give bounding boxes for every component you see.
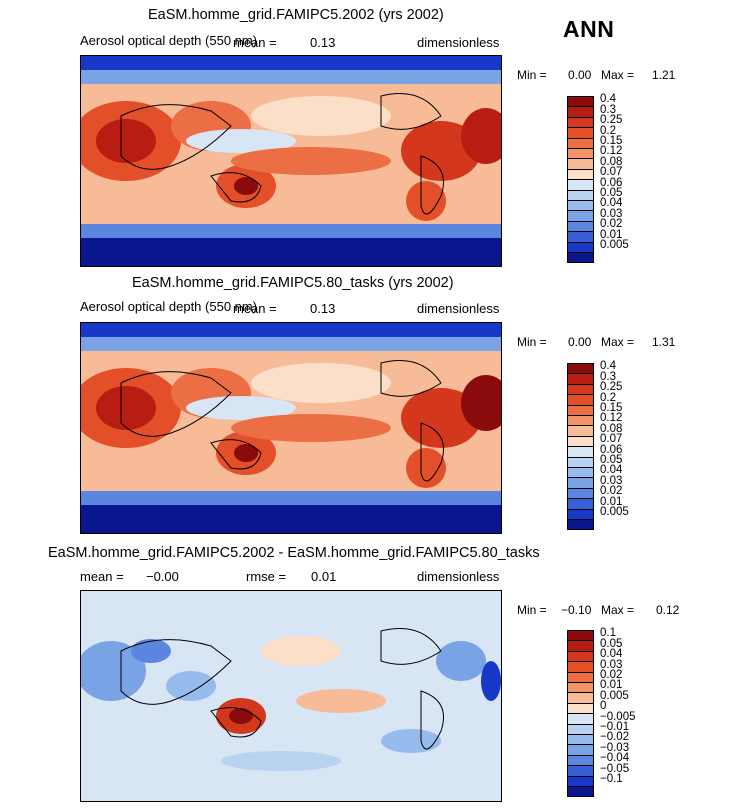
colorbar-level-label: 0.06 [600, 176, 623, 189]
panel-3-title: EaSM.homme_grid.FAMIPC5.2002 - EaSM.homm… [48, 545, 540, 561]
panel-1-units: dimensionless [417, 35, 500, 50]
colorbar-level-label: 0.02 [600, 218, 623, 231]
panel-1-mean-label: mean = [233, 35, 277, 50]
panel-2-max-value: 1.31 [652, 335, 676, 349]
panel-1-min-label: Min = [517, 68, 547, 82]
colorbar-level-label: 0.4 [600, 360, 616, 373]
colorbar-level-label: 0.07 [600, 433, 623, 446]
colorbar-level-label: 0.1 [600, 627, 616, 640]
colorbar-level-label: 0.01 [600, 228, 623, 241]
colorbar-level-label: 0.03 [600, 474, 623, 487]
colorbar-swatch [567, 252, 594, 264]
panel-3-min-value: −0.10 [561, 603, 592, 617]
colorbar-level-label: 0.04 [600, 464, 623, 477]
panel-3-map [80, 590, 502, 802]
colorbar-level-label: 0.2 [600, 391, 616, 404]
season-label: ANN [563, 16, 615, 42]
colorbar-level-label: 0.08 [600, 422, 623, 435]
colorbar-level-label: −0.02 [600, 731, 630, 744]
colorbar-level-label: 0.15 [600, 135, 623, 147]
colorbar-level-label: 0.005 [600, 689, 629, 702]
panel-2-mean-value: 0.13 [310, 301, 336, 316]
colorbar-level-label: 0.01 [600, 679, 623, 692]
colorbar-level-label: −0.03 [600, 741, 630, 754]
colorbar-level-label: 0.01 [600, 495, 623, 508]
colorbar-level-label: 0.07 [600, 166, 623, 179]
colorbar-level-label: 0.2 [600, 124, 616, 137]
colorbar-level-label: −0.04 [600, 752, 630, 765]
panel-2-max-label: Max = [601, 335, 635, 349]
colorbar-swatch [567, 519, 594, 531]
colorbar-level-label: 0.05 [600, 454, 623, 466]
colorbar-level-label: 0.03 [600, 207, 623, 220]
colorbar-level-label: 0.005 [600, 506, 629, 518]
colorbar-level-label: 0.02 [600, 669, 623, 681]
panel-2-mean-label: mean = [233, 301, 277, 316]
panel-2-field [81, 323, 501, 533]
panel-3-max-value: 0.12 [656, 603, 680, 617]
panel-1-max-value: 1.21 [652, 68, 676, 82]
colorbar-level-label: 0 [600, 700, 607, 713]
panel-3-rmse-label: rmse = [246, 569, 287, 584]
colorbar-level-label: 0.3 [600, 103, 616, 116]
colorbar-level-label: 0.06 [600, 443, 623, 456]
colorbar-level-label: 0.005 [600, 239, 629, 251]
colorbar-level-label: 0.4 [600, 93, 616, 106]
colorbar-level-label: 0.05 [600, 187, 623, 199]
panel-1-title: EaSM.homme_grid.FAMIPC5.2002 (yrs 2002) [148, 7, 444, 23]
colorbar-level-label: 0.02 [600, 485, 623, 498]
colorbar-level-label: 0.05 [600, 637, 623, 650]
panel-3-max-label: Max = [601, 603, 635, 617]
panel-3-rmse-value: 0.01 [311, 569, 337, 584]
panel-2-min-value: 0.00 [568, 335, 592, 349]
colorbar-level-label: 0.12 [600, 145, 623, 158]
colorbar-level-label: 0.04 [600, 648, 623, 661]
colorbar-level-label: 0.3 [600, 370, 616, 383]
colorbar-level-label: 0.04 [600, 197, 623, 210]
panel-1-min-value: 0.00 [568, 68, 592, 82]
panel-2-map [80, 322, 502, 534]
colorbar-level-label: 0.15 [600, 402, 623, 414]
panel-2-min-label: Min = [517, 335, 547, 349]
panel-3-mean-value: −0.00 [146, 569, 179, 584]
panel-1-max-label: Max = [601, 68, 635, 82]
panel-2-units: dimensionless [417, 301, 500, 316]
colorbar-level-label: 0.08 [600, 155, 623, 168]
panel-3-mean-label: mean = [80, 569, 124, 584]
panel-2-variable: Aerosol optical depth (550 nm) [80, 299, 258, 314]
colorbar-level-label: −0.1 [600, 773, 623, 785]
panel-1-mean-value: 0.13 [310, 35, 336, 50]
panel-3-min-label: Min = [517, 603, 547, 617]
panel-3-field [81, 591, 501, 801]
colorbar-level-label: −0.05 [600, 762, 630, 775]
colorbar-level-label: 0.03 [600, 658, 623, 671]
panel-3-units: dimensionless [417, 569, 500, 584]
panel-2-title: EaSM.homme_grid.FAMIPC5.80_tasks (yrs 20… [132, 275, 454, 291]
colorbar-level-label: 0.25 [600, 114, 623, 127]
panel-1-field [81, 56, 501, 266]
panel-1-map [80, 55, 502, 267]
colorbar-level-label: 0.25 [600, 381, 623, 394]
panel-1-variable: Aerosol optical depth (550 nm) [80, 33, 258, 48]
colorbar-level-label: −0.01 [600, 721, 630, 733]
colorbar-level-label: −0.005 [600, 710, 636, 723]
colorbar-level-label: 0.12 [600, 412, 623, 425]
colorbar-swatch [567, 786, 594, 798]
